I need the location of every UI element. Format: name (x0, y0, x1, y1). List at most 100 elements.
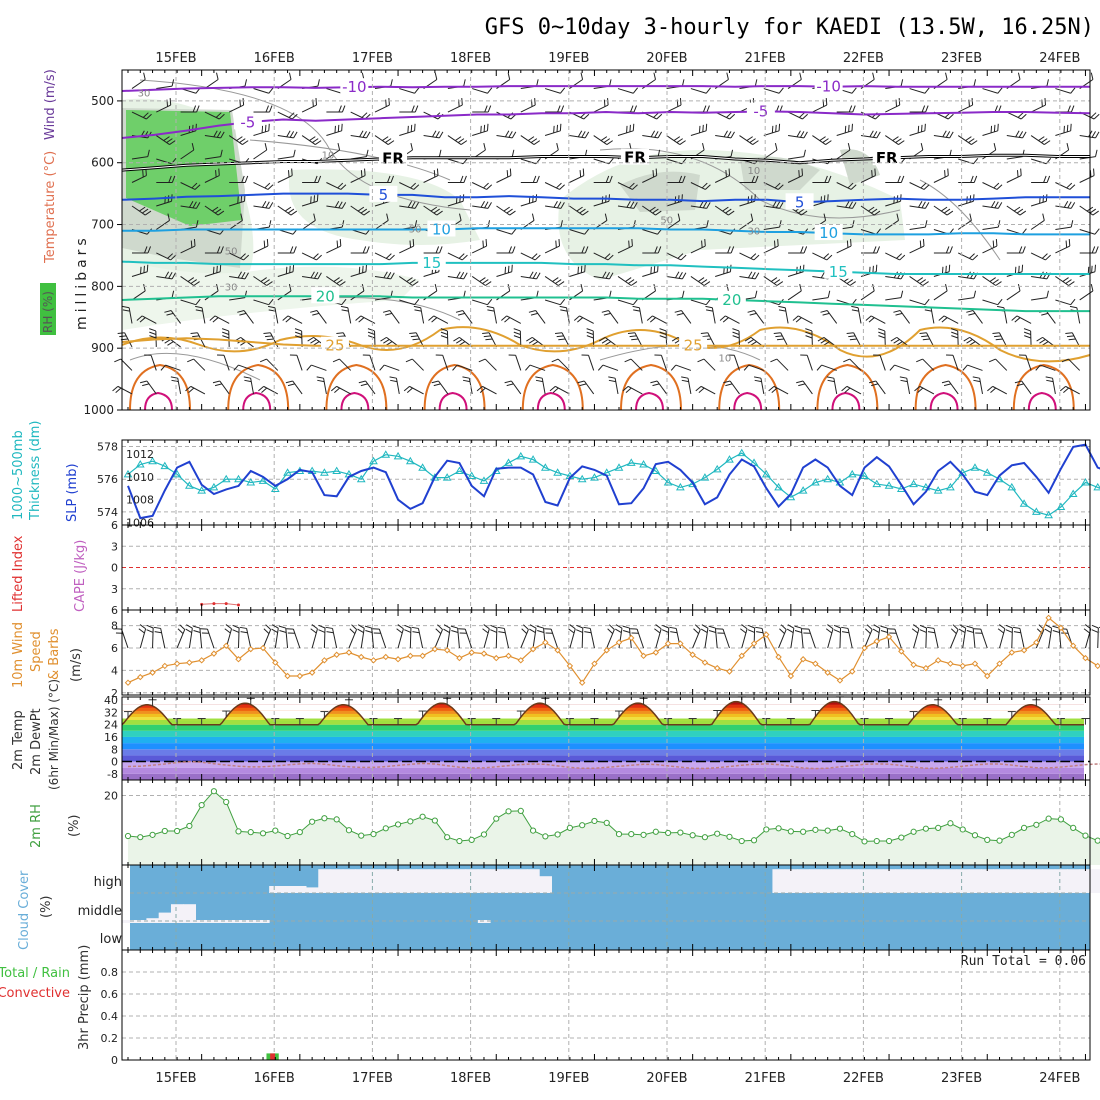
wind-label-3: & Barbs (47, 628, 62, 680)
wind-barb-flag (142, 208, 149, 214)
rh2m-point (247, 829, 254, 836)
wind-barb-flag (366, 149, 369, 157)
wind-barb (617, 299, 634, 306)
wind-barb (188, 628, 193, 649)
rh-contour (139, 79, 471, 211)
wind-barb-flag (1020, 113, 1027, 120)
rh2m-point (1033, 821, 1040, 828)
wind-barb-flag (656, 113, 663, 120)
wind-barb-flag (1090, 283, 1094, 292)
wind-speed-point (493, 654, 500, 662)
wind-barb-flag (293, 149, 296, 157)
wind-barb-flag (221, 328, 229, 332)
wind-barb-flag (450, 625, 458, 629)
cloud-high-cell (1079, 869, 1093, 893)
wind-barb-flag (357, 206, 365, 212)
rh-contour (249, 139, 451, 181)
wind-barb-flag (190, 240, 193, 248)
wind-barb-flag (479, 387, 486, 393)
wind-speed-point (505, 652, 512, 660)
upper-label-millibars: millibars (74, 234, 90, 330)
wind-barb (1097, 627, 1099, 649)
wind-barb-flag (443, 628, 450, 634)
wind-barb-flag (556, 143, 559, 151)
wind-barb (296, 355, 303, 371)
wind-barb-flag (433, 383, 441, 387)
wind-barb-flag (608, 624, 615, 630)
rh2m-point (1057, 816, 1065, 823)
wind-barb-flag (950, 328, 958, 332)
wind-barb-flag (921, 105, 926, 113)
wind-barb (399, 205, 416, 209)
wind-speed-point (996, 660, 1003, 667)
wind-barb-flag (555, 182, 562, 189)
bottom-date-label: 17FEB (352, 1071, 393, 1086)
wind-barb-flag (919, 240, 922, 248)
wind-barb-flag (747, 271, 753, 279)
wind-barb-flag (1068, 338, 1076, 341)
wind-barb (1030, 104, 1046, 113)
wind-barb (958, 275, 975, 280)
wind-barb (729, 380, 740, 395)
thickness-point (884, 481, 894, 489)
wind-barb-flag (914, 385, 921, 392)
wind-barb (972, 310, 983, 324)
thickness-point (663, 478, 673, 486)
contour-label-bg (824, 262, 853, 279)
wind-barb-flag (582, 168, 585, 176)
wind-barb-flag (852, 202, 857, 209)
wind-speed-point (407, 652, 414, 660)
wind-barb-flag (1083, 628, 1090, 634)
wind-speed-point (984, 672, 991, 680)
thickness-point (872, 479, 882, 488)
wind-barb-flag (795, 317, 802, 323)
wind-barb-flag (866, 624, 873, 630)
slp-line (127, 443, 1100, 520)
rh2m-point (726, 833, 733, 840)
wind-barb-flag (896, 213, 899, 221)
wind-barb-flag (530, 138, 538, 143)
wind-xticks-bottom (127, 689, 1086, 695)
wind-barb (150, 355, 157, 371)
wind-speed-point (787, 672, 795, 680)
wind-barb-flag (607, 254, 614, 261)
wind-barb (557, 358, 570, 371)
wind-barb-flag (382, 136, 389, 141)
wind-barb (128, 307, 133, 324)
wind-barb-flag (1052, 630, 1060, 633)
wind-barb-flag (149, 335, 157, 339)
wind-barb (395, 378, 400, 395)
wind-barb (714, 175, 730, 183)
wind-barb-flag (360, 208, 368, 214)
wind-barb-flag (265, 201, 270, 209)
wind-barb (787, 111, 803, 120)
wind-barb (199, 628, 203, 649)
wind-barb (999, 628, 1006, 649)
wind-barb-flag (271, 624, 279, 629)
wind-barb-flag (603, 312, 611, 316)
wind-barb-flag (179, 624, 186, 630)
wind-barb-flag (463, 175, 467, 183)
wind-barb-flag (1068, 281, 1075, 286)
wind-barb (496, 229, 512, 235)
wind-barb-flag (966, 625, 974, 629)
wind-barb-flag (317, 79, 320, 87)
cloud-high-cell (1067, 869, 1080, 893)
precip-ytick-label: 0.6 (101, 988, 119, 1001)
bottom-date-label: 22FEB (843, 1071, 884, 1086)
wind-barb-flag (239, 312, 247, 316)
rh-contour-label: 10 (748, 166, 761, 177)
bottom-date-label: 23FEB (941, 1071, 982, 1086)
wind-barb-flag (949, 246, 953, 254)
wind-barb-flag (650, 380, 658, 384)
wind-barb-flag (435, 628, 442, 634)
rh2m-point (579, 822, 586, 829)
wind-barb-flag (1065, 332, 1073, 335)
wind-barb (627, 385, 643, 395)
wind-barb-flag (195, 305, 203, 309)
wind-barb-flag (753, 376, 762, 379)
wind-barb-flag (646, 315, 653, 321)
rh2m-point (996, 837, 1003, 844)
wind-barb (433, 315, 449, 324)
wind-barb-flag (969, 341, 976, 346)
